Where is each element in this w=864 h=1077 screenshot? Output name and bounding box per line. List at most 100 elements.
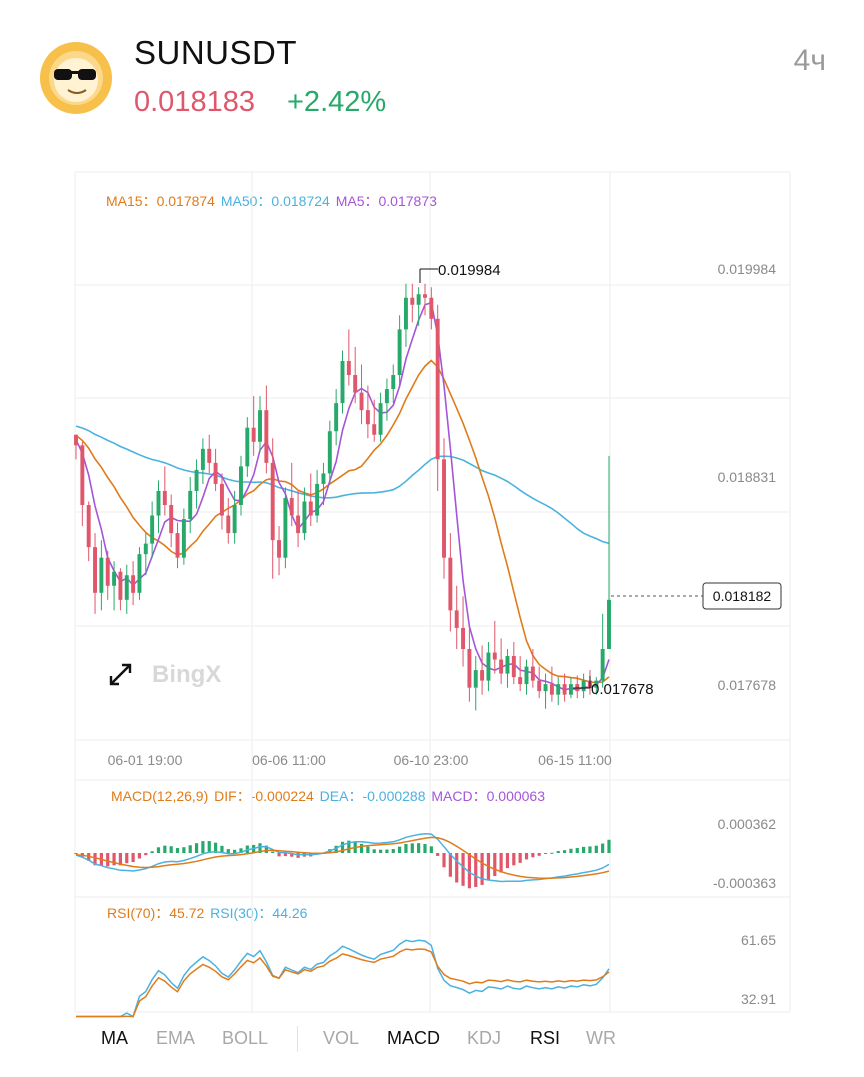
candle <box>568 677 573 699</box>
ma50-value: MA50：0.018724 <box>220 193 330 209</box>
tab-vol[interactable]: VOL <box>323 1028 360 1048</box>
candle-body <box>86 504 91 548</box>
macd-histogram-bar <box>283 853 287 857</box>
macd-histogram-bar <box>423 843 427 853</box>
candle <box>302 487 307 541</box>
macd-axis-label-bottom: -0.000363 <box>713 875 776 891</box>
candle-body <box>480 670 485 681</box>
candle <box>219 473 224 530</box>
candle-body <box>435 318 440 460</box>
time-label-2: 06-06 11:00 <box>252 752 326 768</box>
interval-selector[interactable]: 4ч <box>793 44 826 77</box>
candle-body <box>486 652 491 681</box>
tab-wr[interactable]: WR <box>586 1028 616 1048</box>
candle <box>562 673 567 702</box>
candle <box>499 638 504 685</box>
candle-body <box>607 599 611 650</box>
candle <box>594 677 599 695</box>
candle <box>435 304 440 491</box>
candle <box>600 613 605 688</box>
candle <box>442 438 446 579</box>
tab-boll[interactable]: BOLL <box>222 1028 269 1048</box>
candle-body <box>492 652 497 660</box>
macd-histogram-bar <box>264 845 268 853</box>
macd-histogram-bar <box>220 845 224 853</box>
macd-histogram-bar <box>239 848 243 853</box>
candle-body <box>283 497 288 558</box>
candle-body <box>581 680 586 692</box>
macd-histogram-bar <box>226 849 230 853</box>
candle <box>207 434 212 474</box>
macd-histogram-bar <box>188 845 192 853</box>
price-axis-label-low: 0.017678 <box>718 677 777 693</box>
macd-histogram-bar <box>378 849 383 853</box>
candle <box>524 659 529 695</box>
macd-histogram-bar <box>588 846 592 853</box>
macd-histogram-bar <box>601 843 605 853</box>
candle-body <box>454 610 459 628</box>
tab-ma[interactable]: MA <box>101 1028 128 1048</box>
macd-histogram-bar <box>582 846 586 853</box>
candle-body <box>175 533 180 558</box>
macd-histogram-bar <box>74 853 78 854</box>
macd-histogram-bar <box>455 853 459 883</box>
candle-body <box>239 466 243 505</box>
candle-body <box>524 666 529 685</box>
candle-body <box>442 459 446 558</box>
candle <box>423 283 427 316</box>
macd-histogram-bar <box>436 853 440 856</box>
dif-line <box>75 833 610 883</box>
candle-body <box>188 490 193 520</box>
macd-histogram-bar <box>550 852 554 854</box>
candle-body <box>315 483 320 516</box>
candle-body <box>416 294 421 305</box>
macd-histogram-bar <box>347 840 351 853</box>
candle <box>169 494 174 548</box>
candle-body <box>251 427 256 442</box>
tab-ema[interactable]: EMA <box>156 1028 196 1048</box>
expand-arrows-icon[interactable] <box>109 663 132 686</box>
candle-body <box>334 403 339 432</box>
macd-histogram-bar <box>106 853 110 867</box>
candle <box>321 462 326 505</box>
macd-histogram-bar <box>410 843 414 853</box>
candle <box>245 417 250 477</box>
candle-body <box>530 666 535 681</box>
candle-body <box>137 554 142 593</box>
candle <box>549 666 554 702</box>
candle <box>80 441 85 527</box>
macd-histogram-bar <box>334 845 338 853</box>
ma15-line <box>75 359 610 684</box>
candle-body <box>308 501 313 516</box>
candle <box>359 364 364 425</box>
candle-body <box>365 410 370 425</box>
candle <box>346 329 351 386</box>
candle-body <box>549 684 554 695</box>
candle-body <box>473 670 478 688</box>
tab-kdj[interactable]: KDJ <box>467 1028 502 1048</box>
candle <box>334 389 339 446</box>
candle <box>296 490 301 548</box>
candle-body <box>264 410 269 463</box>
macd-histogram-bar <box>543 853 548 854</box>
macd-histogram-bar <box>271 851 275 853</box>
candle <box>537 666 542 699</box>
candle-body <box>397 329 402 376</box>
ma15-value: MA15：0.017874 <box>106 193 215 209</box>
tab-macd[interactable]: MACD <box>387 1028 440 1048</box>
price-markers: 0.019984 0.017678 0.018182 <box>419 262 782 698</box>
macd-histogram-bar <box>175 848 180 853</box>
kline-chart[interactable]: 0.019984 0.018831 0.017678 06-01 19:00 0… <box>0 0 864 1018</box>
low-price-marker: 0.017678 <box>591 681 654 698</box>
ma5-value: MA5：0.017873 <box>335 193 437 209</box>
candle-body <box>600 649 605 681</box>
candle-body <box>105 557 110 586</box>
macd-histogram-bar <box>372 849 376 853</box>
tab-rsi[interactable]: RSI <box>530 1028 561 1048</box>
sun-with-sunglasses-icon <box>40 42 112 114</box>
candle-body <box>372 424 377 435</box>
macd-histogram-bar <box>207 841 211 853</box>
candle-body <box>277 540 282 558</box>
macd-histogram-bar <box>277 853 281 857</box>
macd-histogram-bar <box>150 851 154 853</box>
